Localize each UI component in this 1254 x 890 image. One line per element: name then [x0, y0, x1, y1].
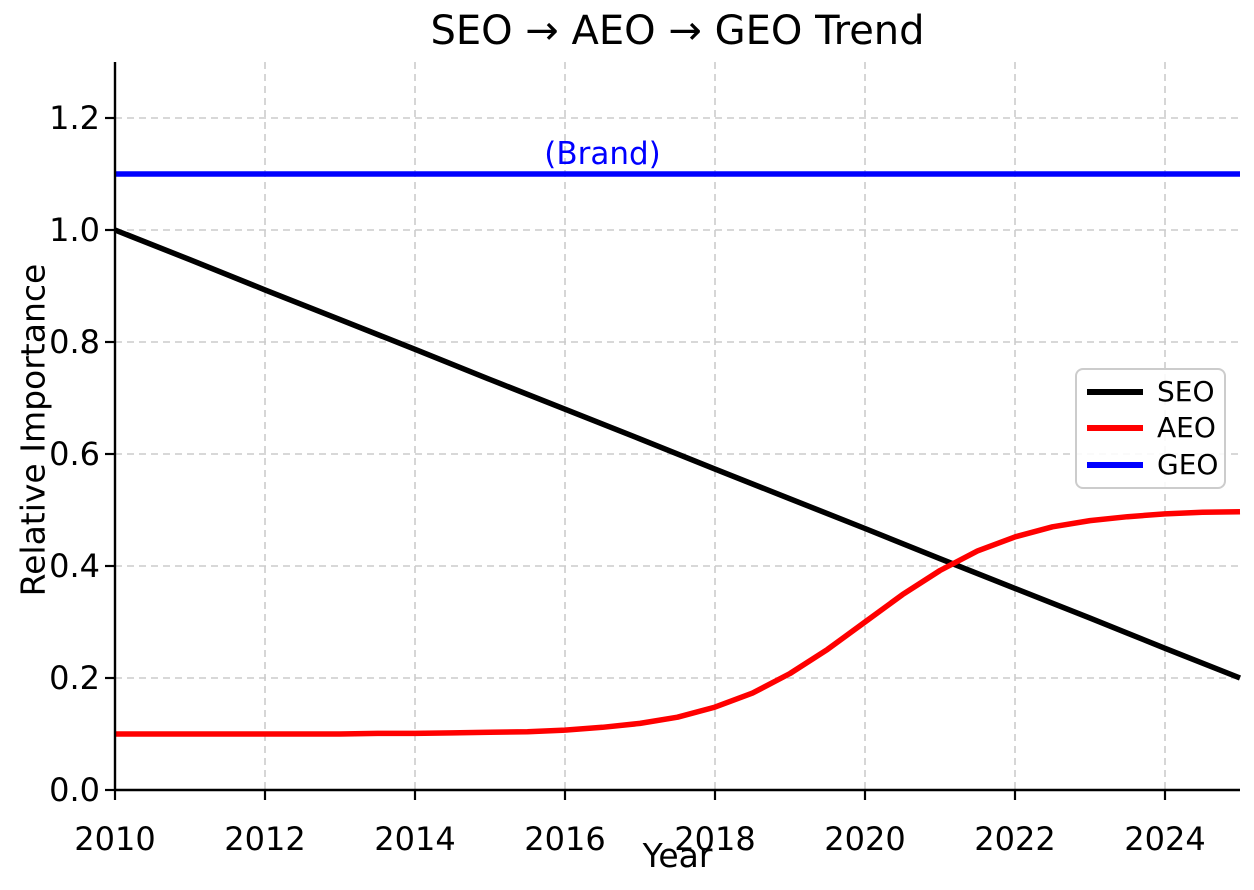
legend-label-geo: GEO [1157, 447, 1219, 481]
x-tick-label: 2016 [524, 820, 605, 858]
x-tick-label: 2010 [74, 820, 155, 858]
y-tick-label: 1.0 [49, 211, 100, 249]
y-tick-label: 0.8 [49, 323, 100, 361]
series-line-aeo [115, 508, 1241, 737]
y-tick-label: 0.0 [49, 771, 100, 809]
legend-item-geo: GEO [1087, 447, 1219, 481]
legend: SEO AEO GEO [1075, 368, 1226, 489]
brand-annotation: (Brand) [544, 136, 661, 173]
legend-line-seo [1087, 389, 1143, 396]
legend-label-seo: SEO [1157, 375, 1215, 409]
x-tick-label: 2024 [1124, 820, 1205, 858]
x-tick-label: 2018 [674, 820, 755, 858]
x-tick-label: 2022 [974, 820, 1055, 858]
y-tick-label: 1.2 [49, 99, 100, 137]
x-tick-label: 2014 [374, 820, 455, 858]
y-tick-label: 0.2 [49, 659, 100, 697]
y-axis-label: Relative Importance [13, 263, 53, 597]
chart-title: SEO → AEO → GEO Trend [430, 8, 925, 54]
x-tick-label: 2020 [824, 820, 905, 858]
y-tick-label: 0.4 [49, 547, 100, 585]
legend-label-aeo: AEO [1157, 411, 1216, 445]
x-axis-label: Year [642, 836, 713, 875]
y-tick-label: 0.6 [49, 435, 100, 473]
legend-line-geo [1087, 461, 1143, 468]
legend-item-seo: SEO [1087, 378, 1216, 406]
legend-item-aeo: AEO [1087, 414, 1216, 442]
legend-line-aeo [1087, 425, 1143, 432]
x-tick-label: 2012 [224, 820, 305, 858]
series-line-seo [113, 227, 1242, 681]
